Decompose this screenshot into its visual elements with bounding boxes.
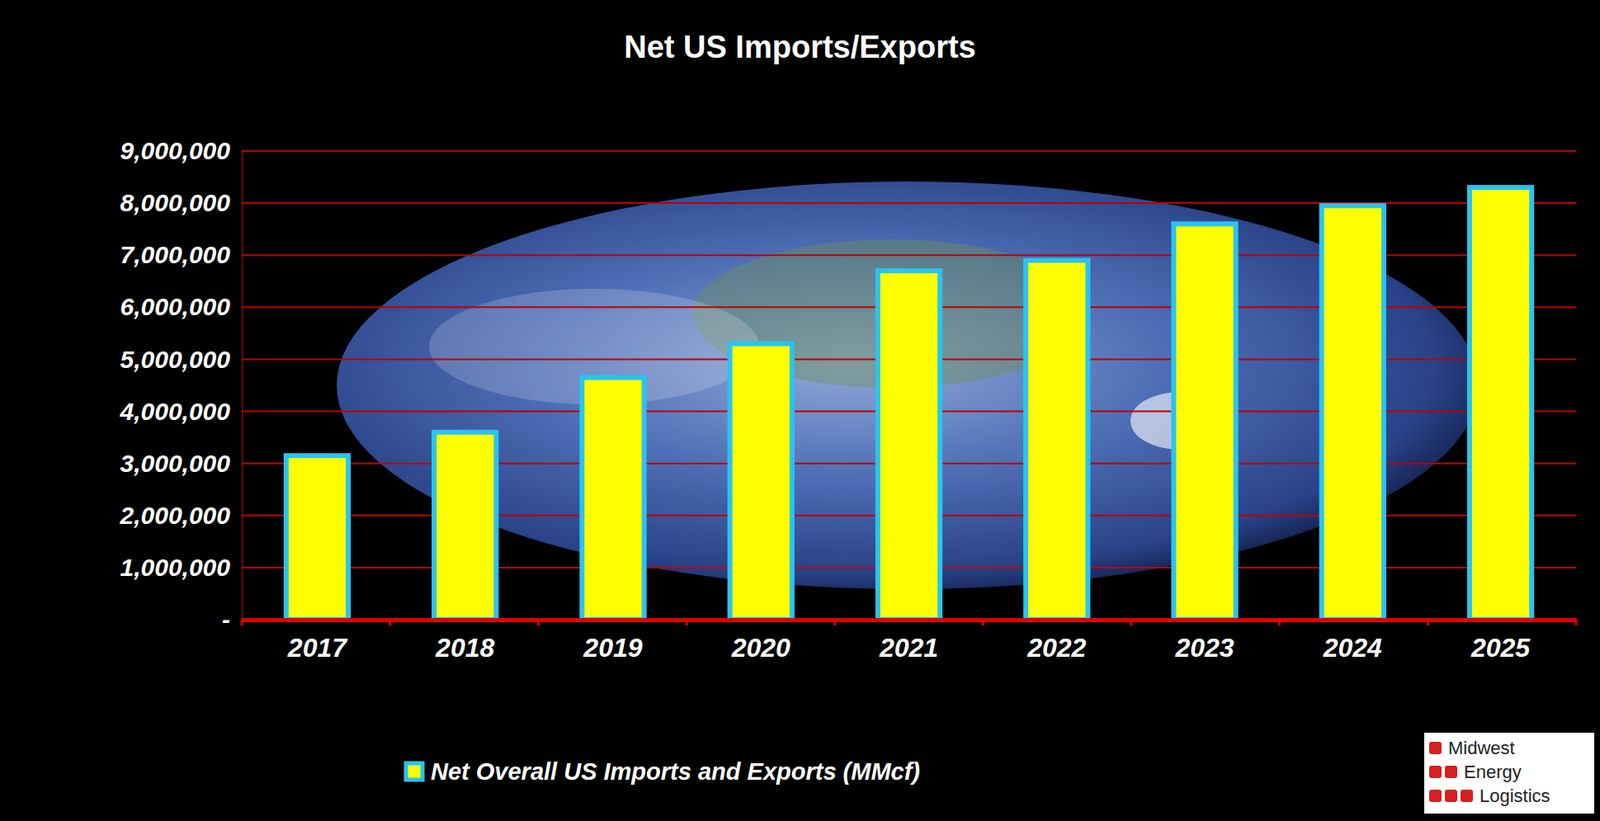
x-tick: 2019 — [582, 619, 642, 663]
x-separator — [1426, 619, 1430, 626]
x-tick: 2025 — [1470, 619, 1531, 663]
x-separator — [537, 619, 540, 626]
grid — [241, 151, 1577, 620]
y-tick-label: 1,000,000 — [120, 553, 232, 581]
y-tick: 2,000,000 — [119, 501, 242, 529]
y-tick-label: 2,000,000 — [119, 501, 232, 529]
legend-label: Net Overall US Imports and Exports (MMcf… — [430, 758, 921, 785]
x-tick: 2021 — [878, 619, 939, 663]
y-tick: 6,000,000 — [120, 292, 242, 321]
y-tick: - — [221, 605, 242, 633]
y-tick-label: - — [221, 605, 231, 633]
grid-line — [241, 618, 1577, 621]
logo-icon — [1429, 741, 1442, 755]
y-axis: - 1,000,000 2,000,000 3,000,000 4,000,000 5,0… — [119, 136, 243, 633]
x-separator — [240, 619, 244, 626]
x-tick-label: 2021 — [878, 632, 939, 663]
legend-swatch — [405, 763, 423, 780]
x-tick: 2018 — [434, 619, 495, 663]
x-tick: 2024 — [1322, 619, 1383, 663]
plot: - 1,000,000 2,000,000 3,000,000 4,000,000 5,0… — [119, 136, 1577, 663]
x-tick: 2017 — [287, 619, 349, 663]
y-tick-label: 7,000,000 — [120, 240, 232, 269]
logo: MidwestEnergyLogistics — [1424, 732, 1595, 814]
bar — [1321, 205, 1384, 620]
x-separators — [241, 619, 1577, 626]
legend: Net Overall US Imports and Exports (MMcf… — [405, 758, 921, 785]
bar — [286, 455, 349, 620]
y-tick: 8,000,000 — [120, 188, 242, 217]
y-tick: 3,000,000 — [120, 449, 242, 477]
x-tick-label: 2025 — [1470, 632, 1531, 663]
x-separator — [1575, 619, 1578, 626]
x-tick: 2020 — [731, 619, 791, 663]
bar — [1025, 260, 1088, 620]
x-tick-label: 2020 — [731, 632, 791, 663]
bar — [1469, 187, 1532, 620]
y-tick-label: 6,000,000 — [120, 292, 232, 321]
logo-icon — [1429, 765, 1442, 779]
x-tick-label: 2018 — [434, 632, 495, 663]
logo-text: Energy — [1463, 761, 1522, 783]
title: Net US Imports/Exports — [623, 29, 977, 65]
bar — [434, 432, 496, 620]
y-tick: 9,000,000 — [120, 136, 242, 165]
logo-text: Logistics — [1479, 785, 1551, 807]
logo-text: Midwest — [1448, 737, 1516, 759]
logo-icon — [1460, 789, 1473, 803]
background — [0, 0, 1600, 821]
y-tick: 7,000,000 — [120, 240, 242, 269]
bar — [730, 344, 793, 620]
y-tick: 5,000,000 — [120, 345, 242, 373]
y-tick-label: 5,000,000 — [120, 345, 232, 373]
x-separator — [1130, 619, 1133, 626]
x-separator — [1278, 619, 1281, 626]
bars — [286, 187, 1532, 620]
logo-icon — [1444, 789, 1458, 803]
logo-box — [1424, 732, 1595, 814]
logo-icon — [1429, 789, 1442, 803]
x-separator — [833, 619, 836, 626]
logo-icon — [1444, 765, 1458, 779]
y-tick-label: 3,000,000 — [120, 449, 232, 477]
x-tick-label: 2017 — [287, 632, 349, 663]
x-separator — [388, 619, 392, 626]
x-tick: 2023 — [1174, 619, 1234, 663]
y-tick-label: 9,000,000 — [120, 136, 232, 165]
x-tick-label: 2019 — [582, 632, 642, 663]
y-tick: 4,000,000 — [119, 397, 242, 425]
x-tick-label: 2022 — [1026, 632, 1086, 663]
y-tick: 1,000,000 — [120, 553, 242, 581]
bar — [581, 377, 644, 620]
y-tick-label: 8,000,000 — [120, 188, 232, 217]
y-tick-label: 4,000,000 — [119, 397, 232, 425]
y-axis-line — [241, 151, 243, 621]
grid-line — [241, 150, 1577, 152]
x-tick: 2022 — [1026, 619, 1086, 663]
x-tick-label: 2023 — [1174, 632, 1234, 663]
x-axis-line — [242, 618, 1577, 623]
bar — [1173, 223, 1236, 620]
bar — [877, 270, 940, 620]
x-axis: 2017 2018 2019 2020 2021 2022 2023 2024 2025 — [241, 619, 1577, 663]
x-separator — [981, 619, 985, 626]
x-separator — [685, 619, 689, 626]
x-tick-label: 2024 — [1322, 632, 1383, 663]
chart: - 1,000,000 2,000,000 3,000,000 4,000,000 5,0… — [0, 0, 1600, 821]
